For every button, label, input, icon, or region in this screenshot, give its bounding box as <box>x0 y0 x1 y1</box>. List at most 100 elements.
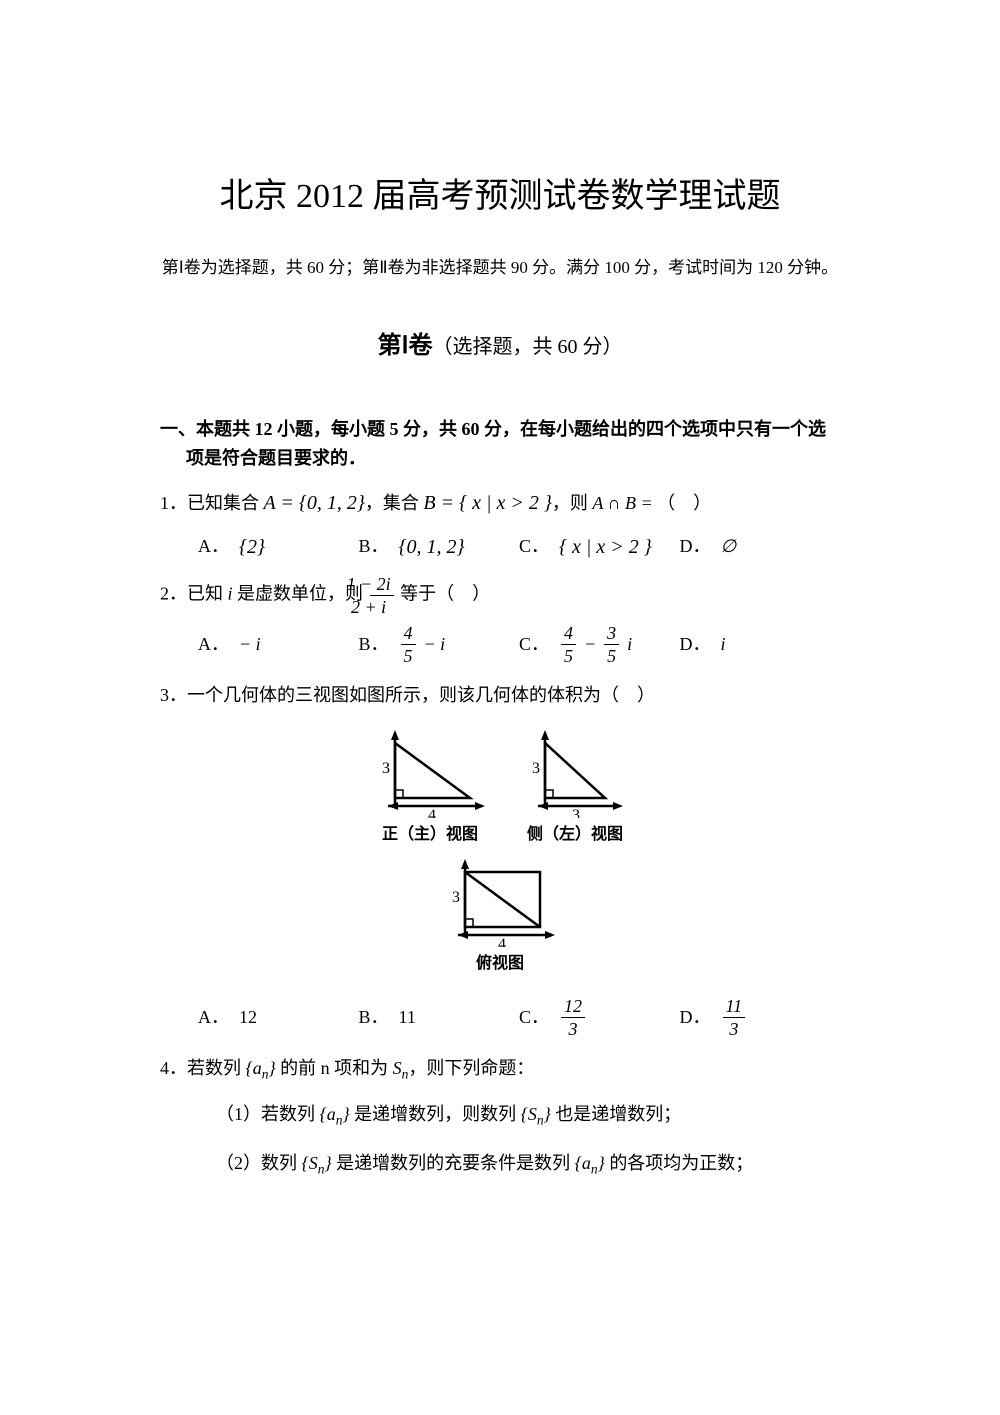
q3-option-c: C． 123 <box>519 997 680 1038</box>
q4-sub2-num: （2） <box>216 1153 261 1173</box>
section-1-prefix: 第Ⅰ卷 <box>377 333 432 359</box>
q4-Sn: Sn <box>393 1058 409 1078</box>
q1-mid2: ，则 <box>552 493 588 513</box>
q4-sub2-c: 的各项均为正数； <box>605 1153 754 1173</box>
q3-optA-label: A． <box>198 1003 229 1032</box>
question-4: 4．若数列 {an} 的前 n 项和为 Sn，则下列命题： （1）若数列 {an… <box>160 1050 840 1184</box>
front-view-label: 正（主）视图 <box>370 822 490 848</box>
q4-prefix: 若数列 <box>187 1058 246 1078</box>
q1-optA-label: A． <box>198 532 229 561</box>
q4-number: 4． <box>160 1058 187 1078</box>
front-h-label: 3 <box>382 760 390 777</box>
q2-optC-den1: 5 <box>561 645 576 665</box>
q2-suffix: 等于（ ） <box>396 583 491 603</box>
q3-figure: 3 4 正（主）视图 3 3 侧（左）视图 <box>160 728 840 977</box>
q2-optD-label: D． <box>680 630 711 659</box>
q2-optA-label: A． <box>198 630 229 659</box>
q2-optB-tail: − i <box>424 630 446 659</box>
q3-optA-value: 12 <box>239 1003 257 1032</box>
q3-front-view: 3 4 正（主）视图 <box>370 728 490 848</box>
q4-sub1: （1）若数列 {an} 是递增数列，则数列 {Sn} 也是递增数列； <box>160 1095 840 1135</box>
q3-option-b: B． 11 <box>359 997 520 1038</box>
q4-sub1-an: {an} <box>320 1104 350 1124</box>
q2-optC-label: C． <box>519 630 549 659</box>
q2-optC-frac2: 35 <box>604 624 619 665</box>
q1-optC-label: C． <box>519 532 549 561</box>
side-view-svg: 3 3 <box>520 728 630 818</box>
q3-body: 一个几何体的三视图如图所示，则该几何体的体积为（ ） <box>187 685 655 705</box>
q1-setA: A = {0, 1, 2} <box>264 492 365 514</box>
q3-optB-value: 11 <box>399 1003 416 1032</box>
q4-sub1-Sn: {Sn} <box>521 1104 551 1124</box>
question-2: 2．已知 i 是虚数单位，则 1 − 2i2 + i 等于（ ） A． − i … <box>160 575 840 665</box>
q2-optC-mid: − <box>584 630 596 659</box>
q2-optB-label: B． <box>359 630 389 659</box>
q3-figure-row2: 3 4 俯视图 <box>160 857 840 977</box>
side-w-label: 3 <box>572 807 580 818</box>
q2-text: 2．已知 i 是虚数单位，则 1 − 2i2 + i 等于（ ） <box>160 575 840 616</box>
q3-optC-label: C． <box>519 1003 549 1032</box>
q1-optC-value: { x | x > 2 } <box>559 531 652 563</box>
q4-sub2: （2）数列 {Sn} 是递增数列的充要条件是数列 {an} 的各项均为正数； <box>160 1144 840 1184</box>
q1-options: A． {2} B． {0, 1, 2} C． { x | x > 2 } D． … <box>160 531 840 563</box>
front-view-svg: 3 4 <box>370 728 490 818</box>
top-h-label: 3 <box>452 889 460 906</box>
q2-frac-num: 1 − 2i <box>370 575 394 596</box>
q3-optD-den: 3 <box>723 1018 746 1038</box>
q1-mid1: ，集合 <box>365 493 419 513</box>
q2-option-b: B． 45 − i <box>359 624 520 665</box>
q2-optB-den: 5 <box>401 645 416 665</box>
q4-mid1: 的前 n 项和为 <box>276 1058 393 1078</box>
q2-optC-frac1: 45 <box>561 624 576 665</box>
q4-an: {an} <box>246 1058 276 1078</box>
q2-optD-value: i <box>721 630 726 659</box>
q1-optB-value: {0, 1, 2} <box>399 531 465 563</box>
q3-option-a: A． 12 <box>198 997 359 1038</box>
q3-options: A． 12 B． 11 C． 123 D． 113 <box>160 997 840 1038</box>
section-1-header: 第Ⅰ卷（选择题，共 60 分） <box>160 327 840 365</box>
q2-frac-den: 2 + i <box>370 596 394 616</box>
q4-sub2-an: {an} <box>575 1153 605 1173</box>
q1-optD-label: D． <box>680 532 711 561</box>
q1-number: 1． <box>160 493 187 513</box>
q1-expr: A ∩ B = <box>592 493 652 513</box>
q2-option-c: C． 45 − 35i <box>519 624 680 665</box>
q2-number: 2． <box>160 583 187 603</box>
q2-options: A． − i B． 45 − i C． 45 − 35i D． i <box>160 624 840 665</box>
q3-optC-den: 3 <box>561 1018 585 1038</box>
section-1-suffix: （选择题，共 60 分） <box>433 336 623 358</box>
q4-suffix: ，则下列命题： <box>408 1058 534 1078</box>
q2-optC-num1: 4 <box>561 624 576 645</box>
q3-number: 3． <box>160 685 187 705</box>
side-h-label: 3 <box>532 760 540 777</box>
top-view-label: 俯视图 <box>440 951 560 977</box>
side-view-label: 侧（左）视图 <box>520 822 630 848</box>
q2-optC-num2: 3 <box>604 624 619 645</box>
q4-sub1-b: 是递增数列，则数列 <box>350 1104 521 1124</box>
exam-subtitle: 第Ⅰ卷为选择题，共 60 分；第Ⅱ卷为非选择题共 90 分。满分 100 分，考… <box>160 254 840 281</box>
q4-sub2-Sn: {Sn} <box>302 1153 332 1173</box>
q3-optD-frac: 113 <box>723 997 746 1038</box>
q1-option-a: A． {2} <box>198 531 359 563</box>
q3-side-view: 3 3 侧（左）视图 <box>520 728 630 848</box>
q2-fraction: 1 − 2i2 + i <box>370 575 394 616</box>
q3-option-d: D． 113 <box>680 997 841 1038</box>
q4-sub1-a: 若数列 <box>261 1104 320 1124</box>
q1-blank: （ ） <box>657 493 711 513</box>
q3-optC-frac: 123 <box>561 997 585 1038</box>
q3-optD-label: D． <box>680 1003 711 1032</box>
q4-text: 4．若数列 {an} 的前 n 项和为 Sn，则下列命题： <box>160 1050 840 1088</box>
q1-option-c: C． { x | x > 2 } <box>519 531 680 563</box>
front-w-label: 4 <box>428 807 436 818</box>
page-title: 北京 2012 届高考预测试卷数学理试题 <box>160 170 840 224</box>
q2-optB-frac: 45 <box>401 624 416 665</box>
q1-optA-value: {2} <box>239 531 265 563</box>
q1-text: 1．已知集合 A = {0, 1, 2}，集合 B = { x | x > 2 … <box>160 483 840 523</box>
q1-option-b: B． {0, 1, 2} <box>359 531 520 563</box>
top-w-label: 4 <box>498 936 506 947</box>
q2-prefix: 已知 <box>187 583 228 603</box>
q3-optD-num: 11 <box>723 997 746 1018</box>
q2-optA-value: − i <box>239 630 261 659</box>
q4-sub1-num: （1） <box>216 1104 261 1124</box>
q3-optC-num: 12 <box>561 997 585 1018</box>
